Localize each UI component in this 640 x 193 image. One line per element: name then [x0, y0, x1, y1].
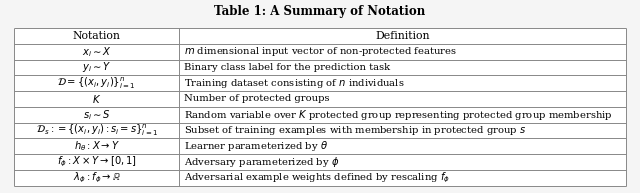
Text: $\lambda_\phi : f_\phi \rightarrow \mathbb{R}$: $\lambda_\phi : f_\phi \rightarrow \math… [72, 171, 121, 185]
Text: $x_i \sim X$: $x_i \sim X$ [82, 45, 111, 58]
Text: Random variable over $K$ protected group representing protected group membership: Random variable over $K$ protected group… [184, 108, 613, 122]
Text: Adversarial example weights defined by rescaling $f_\phi$: Adversarial example weights defined by r… [184, 171, 451, 185]
Text: Adversary parameterized by $\phi$: Adversary parameterized by $\phi$ [184, 155, 340, 169]
Text: Number of protected groups: Number of protected groups [184, 94, 330, 103]
Text: Definition: Definition [375, 31, 430, 41]
Text: Training dataset consisting of $n$ individuals: Training dataset consisting of $n$ indiv… [184, 77, 405, 90]
Text: Learner parameterized by $\theta$: Learner parameterized by $\theta$ [184, 139, 328, 153]
Text: $m$ dimensional input vector of non-protected features: $m$ dimensional input vector of non-prot… [184, 45, 458, 58]
Text: Table 1: A Summary of Notation: Table 1: A Summary of Notation [214, 5, 426, 18]
Text: Subset of training examples with membership in protected group $s$: Subset of training examples with members… [184, 124, 527, 137]
Text: $h_\theta : X \rightarrow Y$: $h_\theta : X \rightarrow Y$ [74, 139, 120, 153]
Text: Notation: Notation [73, 31, 120, 41]
Text: $\mathcal{D}_s := \{(x_i, y_i) : s_i = s\}_{i=1}^{n}$: $\mathcal{D}_s := \{(x_i, y_i) : s_i = s… [36, 123, 158, 138]
Text: $s_i \sim S$: $s_i \sim S$ [83, 108, 111, 122]
Text: $\mathcal{D} = \{(x_i, y_i)\}_{i=1}^{n}$: $\mathcal{D} = \{(x_i, y_i)\}_{i=1}^{n}$ [58, 75, 136, 91]
Text: $y_i \sim Y$: $y_i \sim Y$ [82, 60, 111, 74]
Text: $K$: $K$ [92, 93, 101, 105]
Bar [14, 28, 626, 186]
Text: $f_\phi : X \times Y \rightarrow [0, 1]$: $f_\phi : X \times Y \rightarrow [0, 1]$ [57, 155, 137, 169]
Text: Binary class label for the prediction task: Binary class label for the prediction ta… [184, 63, 390, 72]
